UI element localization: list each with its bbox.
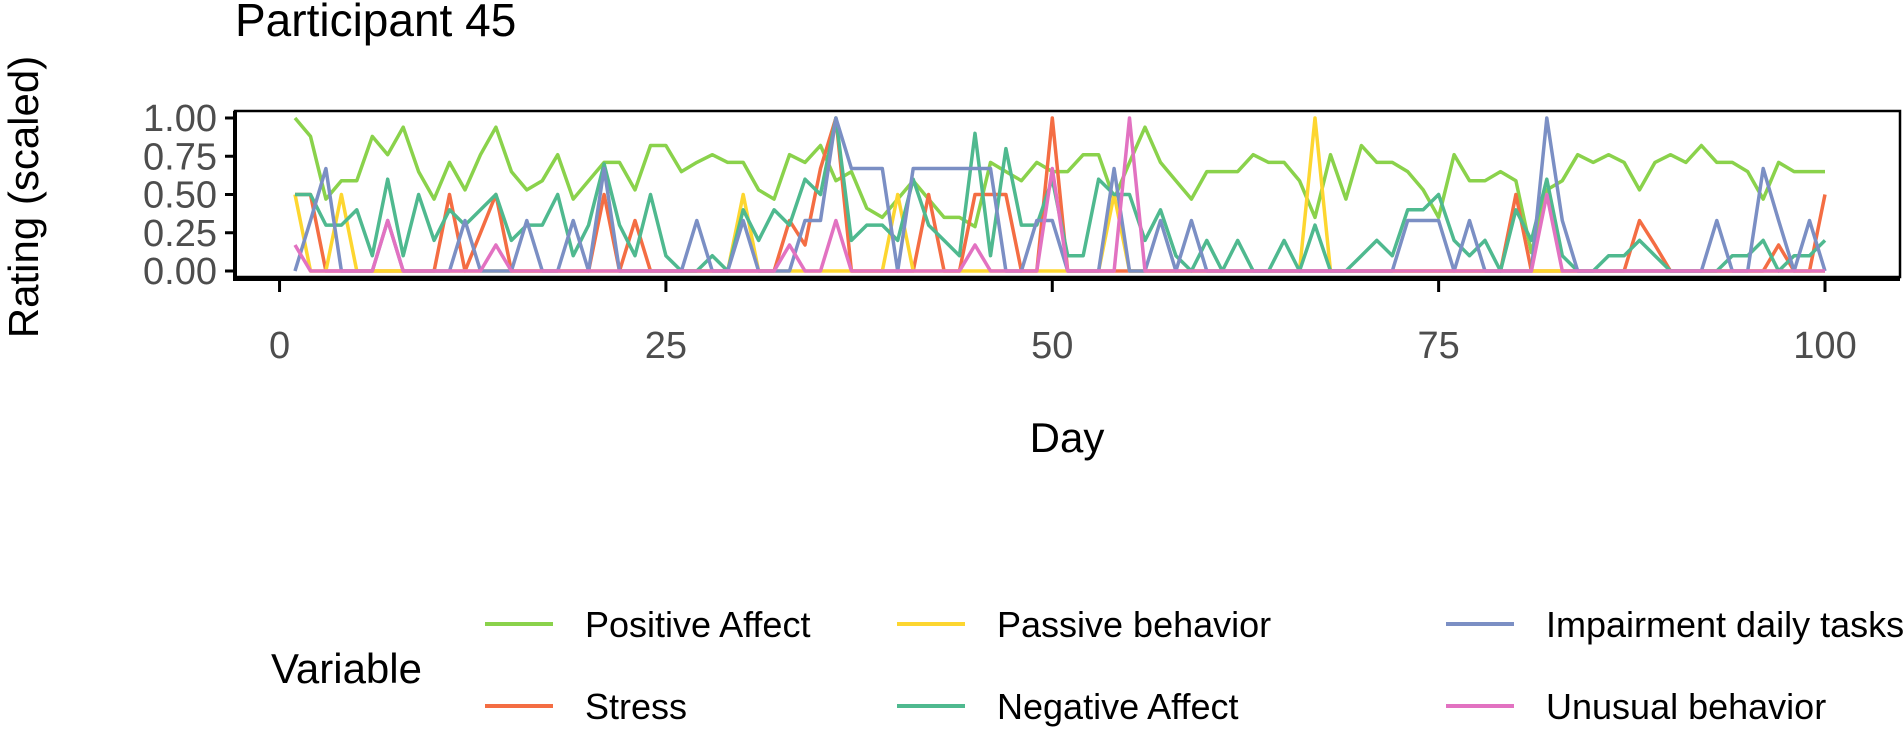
- y-axis-title: Rating (scaled): [0, 56, 47, 338]
- legend-label-0: Positive Affect: [585, 604, 810, 645]
- x-tick-label: 0: [269, 325, 290, 367]
- legend-label-5: Unusual behavior: [1546, 686, 1826, 727]
- y-tick-label: 0.00: [143, 251, 217, 293]
- series-line-5: [293, 116, 1825, 273]
- y-tick-label: 0.75: [143, 136, 217, 178]
- y-tick-label: 1.00: [143, 98, 217, 140]
- y-tick-label: 0.50: [143, 175, 217, 217]
- x-tick-label: 50: [1031, 325, 1073, 367]
- legend-label-1: Stress: [585, 686, 687, 727]
- x-tick-label: 25: [645, 325, 687, 367]
- chart-title: Participant 45: [235, 0, 516, 46]
- legend: Variable Positive Affect Stress Passive be…: [271, 604, 1903, 727]
- legend-label-4: Impairment daily tasks: [1546, 604, 1903, 645]
- series-layer: [293, 116, 1827, 273]
- y-axis-ticks: 0.000.250.500.751.00: [143, 98, 235, 293]
- y-tick-label: 0.25: [143, 213, 217, 255]
- x-axis-title: Day: [1030, 414, 1105, 461]
- plot-area: [233, 109, 1902, 279]
- series-line-0: [293, 116, 1825, 255]
- legend-label-3: Negative Affect: [997, 686, 1239, 727]
- x-axis-ticks: 0 25 50 75 100: [269, 279, 1857, 367]
- x-tick-label: 75: [1417, 325, 1459, 367]
- legend-label-2: Passive behavior: [997, 604, 1271, 645]
- x-tick-label: 100: [1793, 325, 1856, 367]
- legend-title: Variable: [271, 645, 422, 692]
